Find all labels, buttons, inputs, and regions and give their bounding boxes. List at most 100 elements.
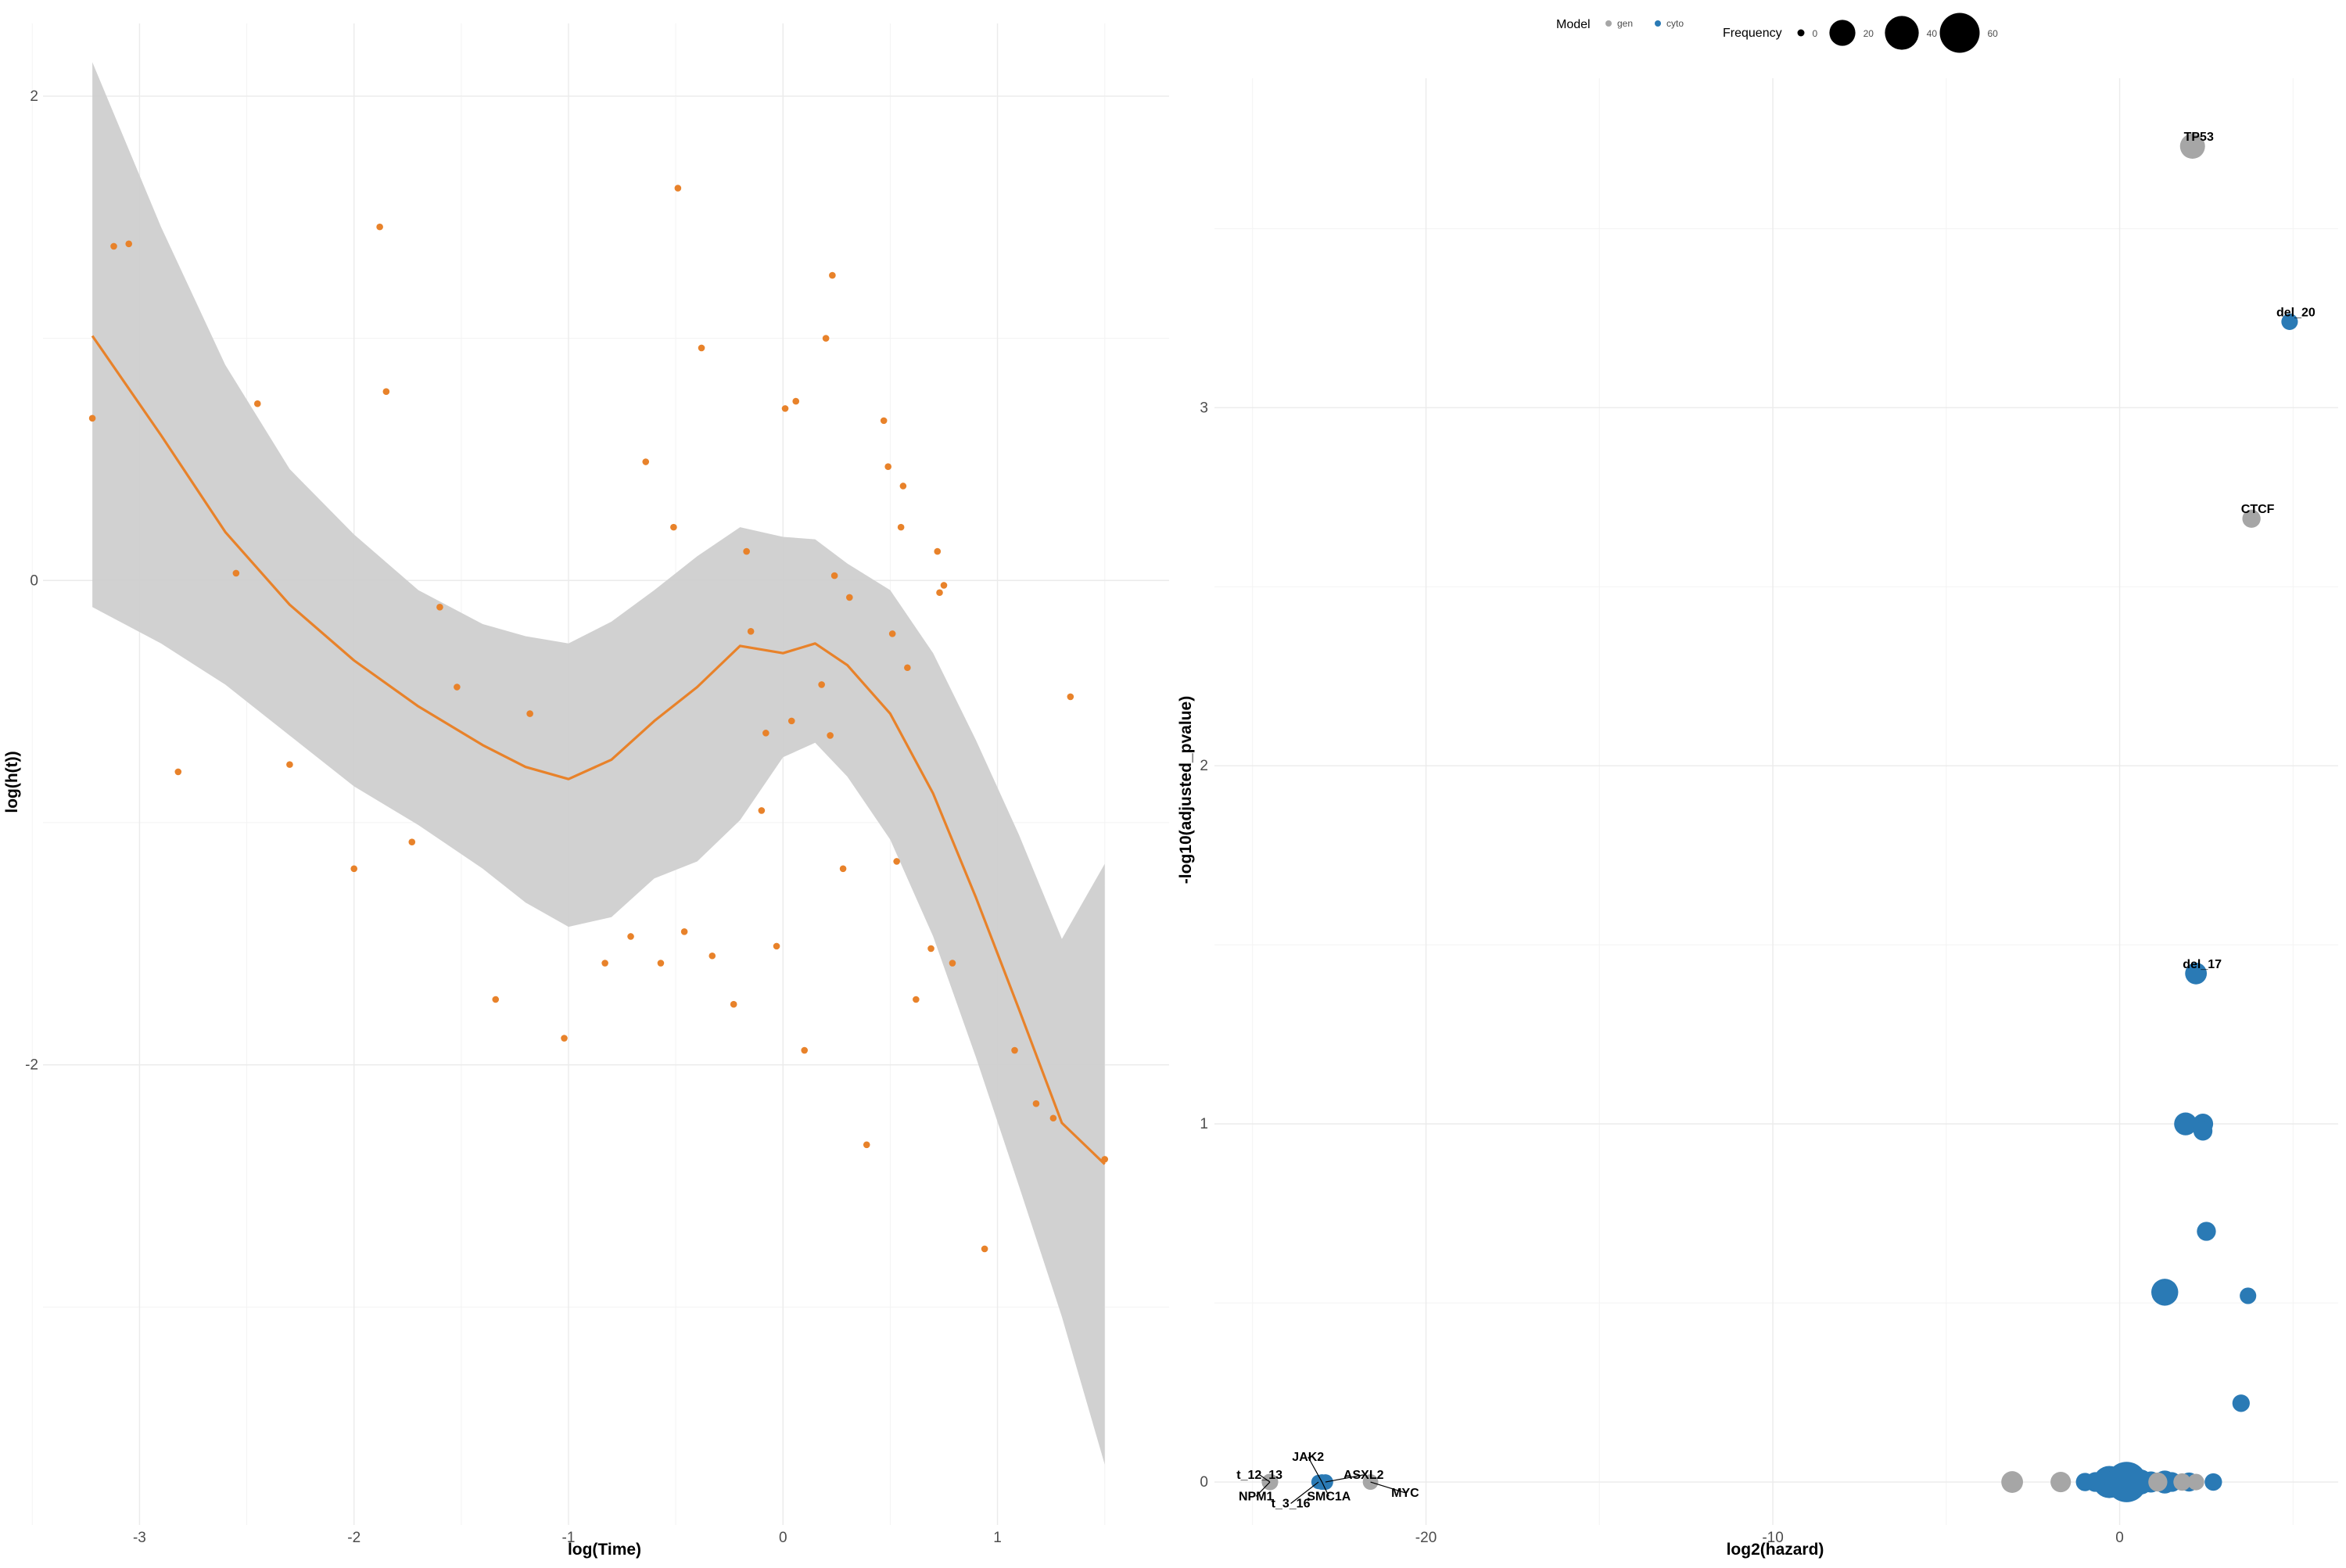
confidence-band-area [92,62,1105,1465]
left-data-point [781,405,789,412]
left-data-point [601,960,608,967]
label-leader-line [1370,1481,1406,1494]
left-data-point [1067,693,1074,701]
gene-label-asxl2: ASXL2 [1343,1469,1384,1482]
label-leader-line [1259,1474,1271,1483]
left-data-point [936,589,943,597]
left-data-point [773,942,780,950]
right-x-axis-title: log2(hazard) [1727,1541,1824,1559]
left-scatter-points [88,185,1109,1253]
label-leader-line [1321,1481,1329,1497]
legend-size-label: 60 [1988,28,1999,39]
legend-label-cyto: cyto [1666,18,1684,29]
legend-size-20 [1829,20,1856,46]
left-smooth-line [91,335,1106,1165]
legend-label-gen: gen [1617,18,1633,29]
left-data-point [888,630,896,637]
legend-size-40 [1885,16,1919,50]
right-tick-labels: -20 -10 0 0 1 2 3 [1200,400,2123,1546]
legend: Model gen cyto Frequency 0 20 40 60 [1556,13,1998,53]
label-leader-line [1308,1456,1323,1483]
left-data-point [110,242,117,250]
right-data-point-cyto [2240,1287,2257,1304]
right-data-point-gen [2001,1471,2023,1493]
gene-label-del-20: del_20 [2276,306,2316,319]
point-tp53 [2179,134,2205,160]
right-x-tick-label: 0 [2115,1530,2124,1546]
left-data-point [382,388,390,396]
left-data-point [708,952,716,960]
right-data-point-cyto [2151,1279,2179,1306]
left-data-point [561,1035,568,1042]
right-data-point-gen [2148,1472,2168,1492]
right-data-point-cyto [2204,1473,2222,1491]
left-data-point [88,414,96,422]
left-data-point [863,1141,870,1149]
left-data-point [801,1046,809,1054]
left-data-point [934,547,942,555]
left-data-point [1049,1114,1057,1122]
gene-label-npm1: NPM1 [1239,1490,1274,1503]
left-data-point [897,523,905,531]
left-x-tick-label: -1 [562,1530,576,1546]
left-data-point [454,684,461,691]
legend-model-entries: gen cyto [1605,18,1684,29]
left-data-point [747,627,755,635]
left-data-point [1101,1156,1109,1163]
legend-frequency-entries: 0 20 40 60 [1797,13,1999,53]
legend-swatch-gen [1605,20,1612,27]
left-data-point [642,458,650,465]
left-x-axis-title: log(Time) [568,1541,641,1559]
left-tick-labels: -3 -2 -1 0 1 -2 0 2 [25,88,1002,1546]
gene-label-tp53: TP53 [2184,131,2214,144]
point-del-17 [2185,962,2208,985]
left-data-point [125,240,133,248]
left-data-point [743,547,750,555]
right-data-point-cyto [2174,1112,2197,1136]
left-data-point [627,933,634,940]
left-data-point [822,335,830,342]
gene-label-jak2: JAK2 [1292,1451,1324,1464]
left-data-point [792,397,800,405]
legend-size-label: 40 [1927,28,1938,39]
right-data-point-cyto [2197,1222,2216,1241]
gene-label-myc: MYC [1391,1487,1419,1500]
left-x-tick-label: -2 [347,1530,361,1546]
left-x-tick-label: 0 [779,1530,787,1546]
legend-size-label: 20 [1864,28,1874,39]
right-y-tick-label: 3 [1200,400,1208,416]
left-data-point [1011,1046,1018,1054]
legend-model-title: Model [1556,18,1591,31]
left-data-point [253,400,261,407]
point-del-20 [2281,313,2298,330]
left-y-tick-label: 2 [30,88,38,105]
left-data-point [827,732,834,739]
right-y-axis-title: -log10(adjusted_pvalue) [1177,696,1195,884]
right-x-tick-label: -10 [1762,1530,1783,1546]
left-data-point [350,865,358,873]
label-leader-line [1290,1481,1319,1504]
gene-label-t-3-16: t_3_16 [1272,1498,1311,1511]
gene-label-smc1a: SMC1A [1307,1490,1351,1503]
left-data-point [174,768,182,776]
left-gridlines [31,23,1169,1525]
left-data-point [436,604,443,611]
left-data-point [904,664,911,672]
left-data-point [927,945,934,953]
left-data-point [526,710,533,717]
left-data-point [670,523,677,531]
left-data-point [680,928,688,935]
right-data-point-cyto [2075,1473,2094,1491]
label-leader-line [1255,1481,1271,1497]
left-data-point [949,960,956,967]
left-data-point [899,483,907,490]
left-data-point [376,223,383,231]
left-data-point [846,594,853,601]
right-gene-labels: TP53 del_20 CTCF del_17 t_12_13 JAK2 ASXL2 MYC N… [1236,131,2316,1511]
left-confidence-band [92,62,1105,1465]
left-x-tick-label: 1 [993,1530,1002,1546]
left-y-tick-label: -2 [25,1057,38,1074]
left-data-point [758,807,766,814]
label-leader-line [1325,1474,1364,1483]
right-panel-volcano-plot: TP53 del_20 CTCF del_17 t_12_13 JAK2 ASXL2 MYC N… [1177,78,2338,1559]
